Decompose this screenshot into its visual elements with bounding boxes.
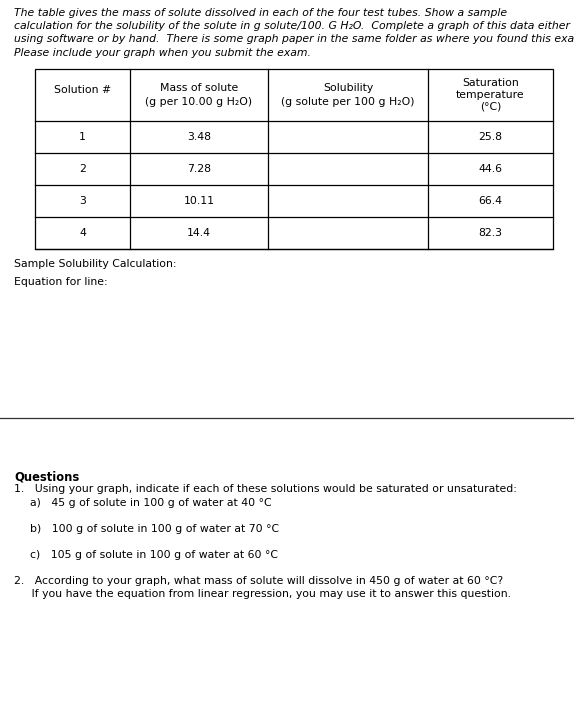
Text: using software or by hand.  There is some graph paper in the same folder as wher: using software or by hand. There is some…	[14, 34, 574, 44]
Text: 2.   According to your graph, what mass of solute will dissolve in 450 g of wate: 2. According to your graph, what mass of…	[14, 576, 503, 586]
Text: Sample Solubility Calculation:: Sample Solubility Calculation:	[14, 259, 176, 269]
Text: Mass of solute: Mass of solute	[160, 83, 238, 93]
Text: Questions: Questions	[14, 470, 79, 483]
Text: 25.8: 25.8	[479, 132, 502, 142]
Text: 14.4: 14.4	[187, 228, 211, 238]
Bar	[35, 69, 553, 249]
Text: 3.48: 3.48	[187, 132, 211, 142]
Text: Solubility: Solubility	[323, 83, 373, 93]
Text: (g per 10.00 g H₂O): (g per 10.00 g H₂O)	[145, 97, 253, 107]
Text: 44.6: 44.6	[479, 164, 502, 174]
Text: a)   45 g of solute in 100 g of water at 40 °C: a) 45 g of solute in 100 g of water at 4…	[30, 498, 272, 508]
Text: The table gives the mass of solute dissolved in each of the four test tubes. Sho: The table gives the mass of solute disso…	[14, 8, 507, 18]
Text: Solution #: Solution #	[54, 85, 111, 95]
Text: temperature: temperature	[456, 90, 525, 100]
Text: 10.11: 10.11	[184, 196, 215, 206]
Text: If you have the equation from linear regression, you may use it to answer this q: If you have the equation from linear reg…	[14, 589, 511, 599]
Text: 66.4: 66.4	[479, 196, 502, 206]
Text: 3: 3	[79, 196, 86, 206]
Text: 7.28: 7.28	[187, 164, 211, 174]
Text: (g solute per 100 g H₂O): (g solute per 100 g H₂O)	[281, 97, 415, 107]
Text: Equation for line:: Equation for line:	[14, 277, 108, 286]
Text: 2: 2	[79, 164, 86, 174]
Text: 82.3: 82.3	[479, 228, 502, 238]
Text: calculation for the solubility of the solute in g solute/100. G H₂O.  Complete a: calculation for the solubility of the so…	[14, 21, 570, 31]
Text: 1: 1	[79, 132, 86, 142]
Text: b)   100 g of solute in 100 g of water at 70 °C: b) 100 g of solute in 100 g of water at …	[30, 524, 279, 534]
Text: Please include your graph when you submit the exam.: Please include your graph when you submi…	[14, 47, 311, 57]
Text: 1.   Using your graph, indicate if each of these solutions would be saturated or: 1. Using your graph, indicate if each of…	[14, 484, 517, 494]
Text: Saturation: Saturation	[462, 78, 519, 88]
Text: (°C): (°C)	[480, 102, 501, 112]
Text: 4: 4	[79, 228, 86, 238]
Text: c)   105 g of solute in 100 g of water at 60 °C: c) 105 g of solute in 100 g of water at …	[30, 550, 278, 560]
